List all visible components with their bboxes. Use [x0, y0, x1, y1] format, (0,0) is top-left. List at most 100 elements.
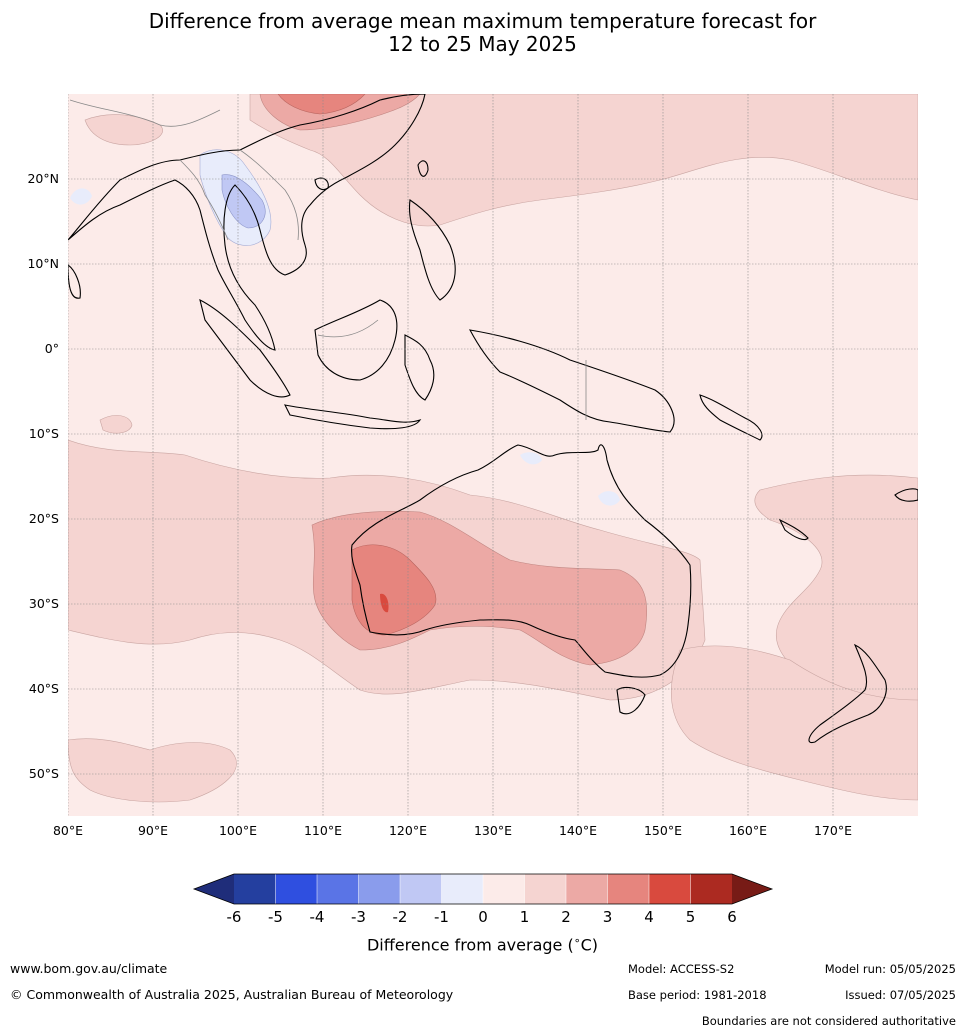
colorbar-tick-label: -2	[393, 908, 408, 926]
region-minus-1-0-cape-york	[598, 491, 620, 506]
colorbar-label-unit: C)	[580, 935, 599, 955]
colorbar-label: Difference from average (∘C)	[0, 934, 965, 954]
lon-label-110e: 110°E	[304, 823, 342, 838]
lat-label-0: 0°	[45, 341, 59, 356]
region-1-2-tasman-south	[671, 645, 918, 801]
coastline-java	[284, 404, 422, 430]
coastline-fiji	[894, 488, 918, 502]
border-myanmar-thailand	[179, 159, 229, 241]
region-3-4-china	[277, 94, 366, 115]
anomaly-3-4-regions	[277, 94, 437, 636]
lat-label-20n: 20°N	[27, 171, 59, 186]
colorbar-segments	[234, 874, 733, 904]
country-borders	[69, 99, 587, 420]
issued-text: Issued: 07/05/2025	[845, 988, 956, 1002]
region-1-2-north	[249, 94, 918, 227]
colorbar-label-degree: ∘	[573, 934, 581, 947]
colorbar-ticks: -6 -5 -4 -3 -2 -1 0 1 2 3 4 5 6	[227, 908, 737, 926]
copyright-text: © Commonwealth of Australia 2025, Austra…	[10, 987, 454, 1002]
coastlines	[68, 94, 918, 744]
colorbar-segment	[607, 874, 650, 904]
colorbar-tick-label: -6	[227, 908, 242, 926]
region-4-5-perth	[380, 593, 389, 613]
colorbar-over-arrow	[732, 874, 772, 904]
border-himalaya	[69, 99, 221, 127]
colorbar-under-arrow	[194, 874, 234, 904]
map-area	[68, 94, 918, 816]
lon-label-80e: 80°E	[53, 823, 83, 838]
coastline-sumatra	[199, 298, 291, 398]
colorbar-tick-label: -4	[310, 908, 325, 926]
coastline-sulawesi	[404, 334, 435, 401]
coastline-new-zealand	[808, 643, 887, 744]
base-period-text: Base period: 1981-2018	[628, 988, 767, 1002]
colorbar: -6 -5 -4 -3 -2 -1 0 1 2 3 4 5 6	[192, 873, 774, 926]
colorbar-segment	[524, 874, 567, 904]
disclaimer-text: Boundaries are not considered authoritat…	[701, 1014, 956, 1028]
latitude-labels: 20°N 10°N 0° 10°S 20°S 30°S 40°S 50°S	[27, 171, 59, 781]
longitude-labels: 80°E 90°E 100°E 110°E 120°E 130°E 140°E …	[53, 823, 852, 838]
coastline-philippines	[408, 199, 456, 301]
border-laos-vietnam	[239, 149, 299, 241]
colorbar-segment	[317, 874, 359, 904]
colorbar-tick-label: -1	[434, 908, 449, 926]
region-1-2-small	[99, 415, 133, 434]
region-1-2-south-west	[68, 738, 237, 803]
lat-label-30s: 30°S	[29, 596, 59, 611]
colorbar-tick-label: 1	[520, 908, 530, 926]
title-line-2: 12 to 25 May 2025	[388, 32, 577, 56]
colorbar-tick-label: 6	[727, 908, 737, 926]
coastline-tasmania	[616, 686, 646, 715]
lat-label-50s: 50°S	[29, 766, 59, 781]
coastline-new-guinea	[468, 329, 675, 433]
colorbar-tick-label: 2	[561, 908, 571, 926]
model-text: Model: ACCESS-S2	[628, 962, 735, 976]
title-line-1: Difference from average mean maximum tem…	[148, 9, 817, 33]
coastline-new-caledonia	[778, 518, 809, 541]
colorbar-tick-label: 5	[686, 908, 696, 926]
lon-label-120e: 120°E	[389, 823, 427, 838]
region-minus-1-0-arnhem	[520, 452, 542, 465]
colorbar-tick-label: -5	[268, 908, 283, 926]
colorbar-tick-label: 4	[644, 908, 654, 926]
colorbar-tick-label: 0	[478, 908, 488, 926]
lon-label-140e: 140°E	[559, 823, 597, 838]
region-1-2-india	[84, 114, 163, 146]
lon-label-170e: 170°E	[814, 823, 852, 838]
coastline-hainan	[314, 177, 329, 191]
website-link[interactable]: www.bom.gov.au/climate	[10, 961, 168, 976]
colorbar-label-text: Difference from average (	[366, 935, 574, 955]
coastline-taiwan	[417, 160, 429, 177]
colorbar-segment	[234, 874, 276, 904]
lon-label-150e: 150°E	[644, 823, 682, 838]
coastline-sri-lanka	[68, 264, 81, 299]
colorbar-segment	[566, 874, 608, 904]
colorbar-segment	[400, 874, 442, 904]
colorbar-segment	[358, 874, 401, 904]
region-3-4-western-australia	[351, 544, 437, 636]
lon-label-160e: 160°E	[729, 823, 767, 838]
lat-label-40s: 40°S	[29, 681, 59, 696]
map-title: Difference from average mean maximum tem…	[0, 10, 965, 56]
colorbar-segment	[649, 874, 691, 904]
colorbar-segment	[483, 874, 525, 904]
lat-label-10n: 10°N	[27, 256, 59, 271]
model-run-text: Model run: 05/05/2025	[824, 962, 956, 976]
lon-label-90e: 90°E	[138, 823, 168, 838]
colorbar-segment	[441, 874, 484, 904]
coastline-solomon-islands	[699, 394, 763, 441]
lon-label-100e: 100°E	[219, 823, 257, 838]
colorbar-outline	[192, 873, 774, 905]
graticule	[68, 94, 918, 816]
lat-label-10s: 10°S	[29, 426, 59, 441]
coastline-asia-mainland	[68, 94, 426, 351]
colorbar-tick-label: -3	[351, 908, 366, 926]
coastline-australia	[351, 444, 692, 678]
coastline-borneo	[314, 299, 398, 381]
colorbar-segment	[275, 874, 318, 904]
lon-label-130e: 130°E	[474, 823, 512, 838]
region-minus-1-0-india	[70, 188, 92, 205]
border-borneo	[317, 319, 379, 338]
colorbar-segment	[690, 874, 733, 904]
